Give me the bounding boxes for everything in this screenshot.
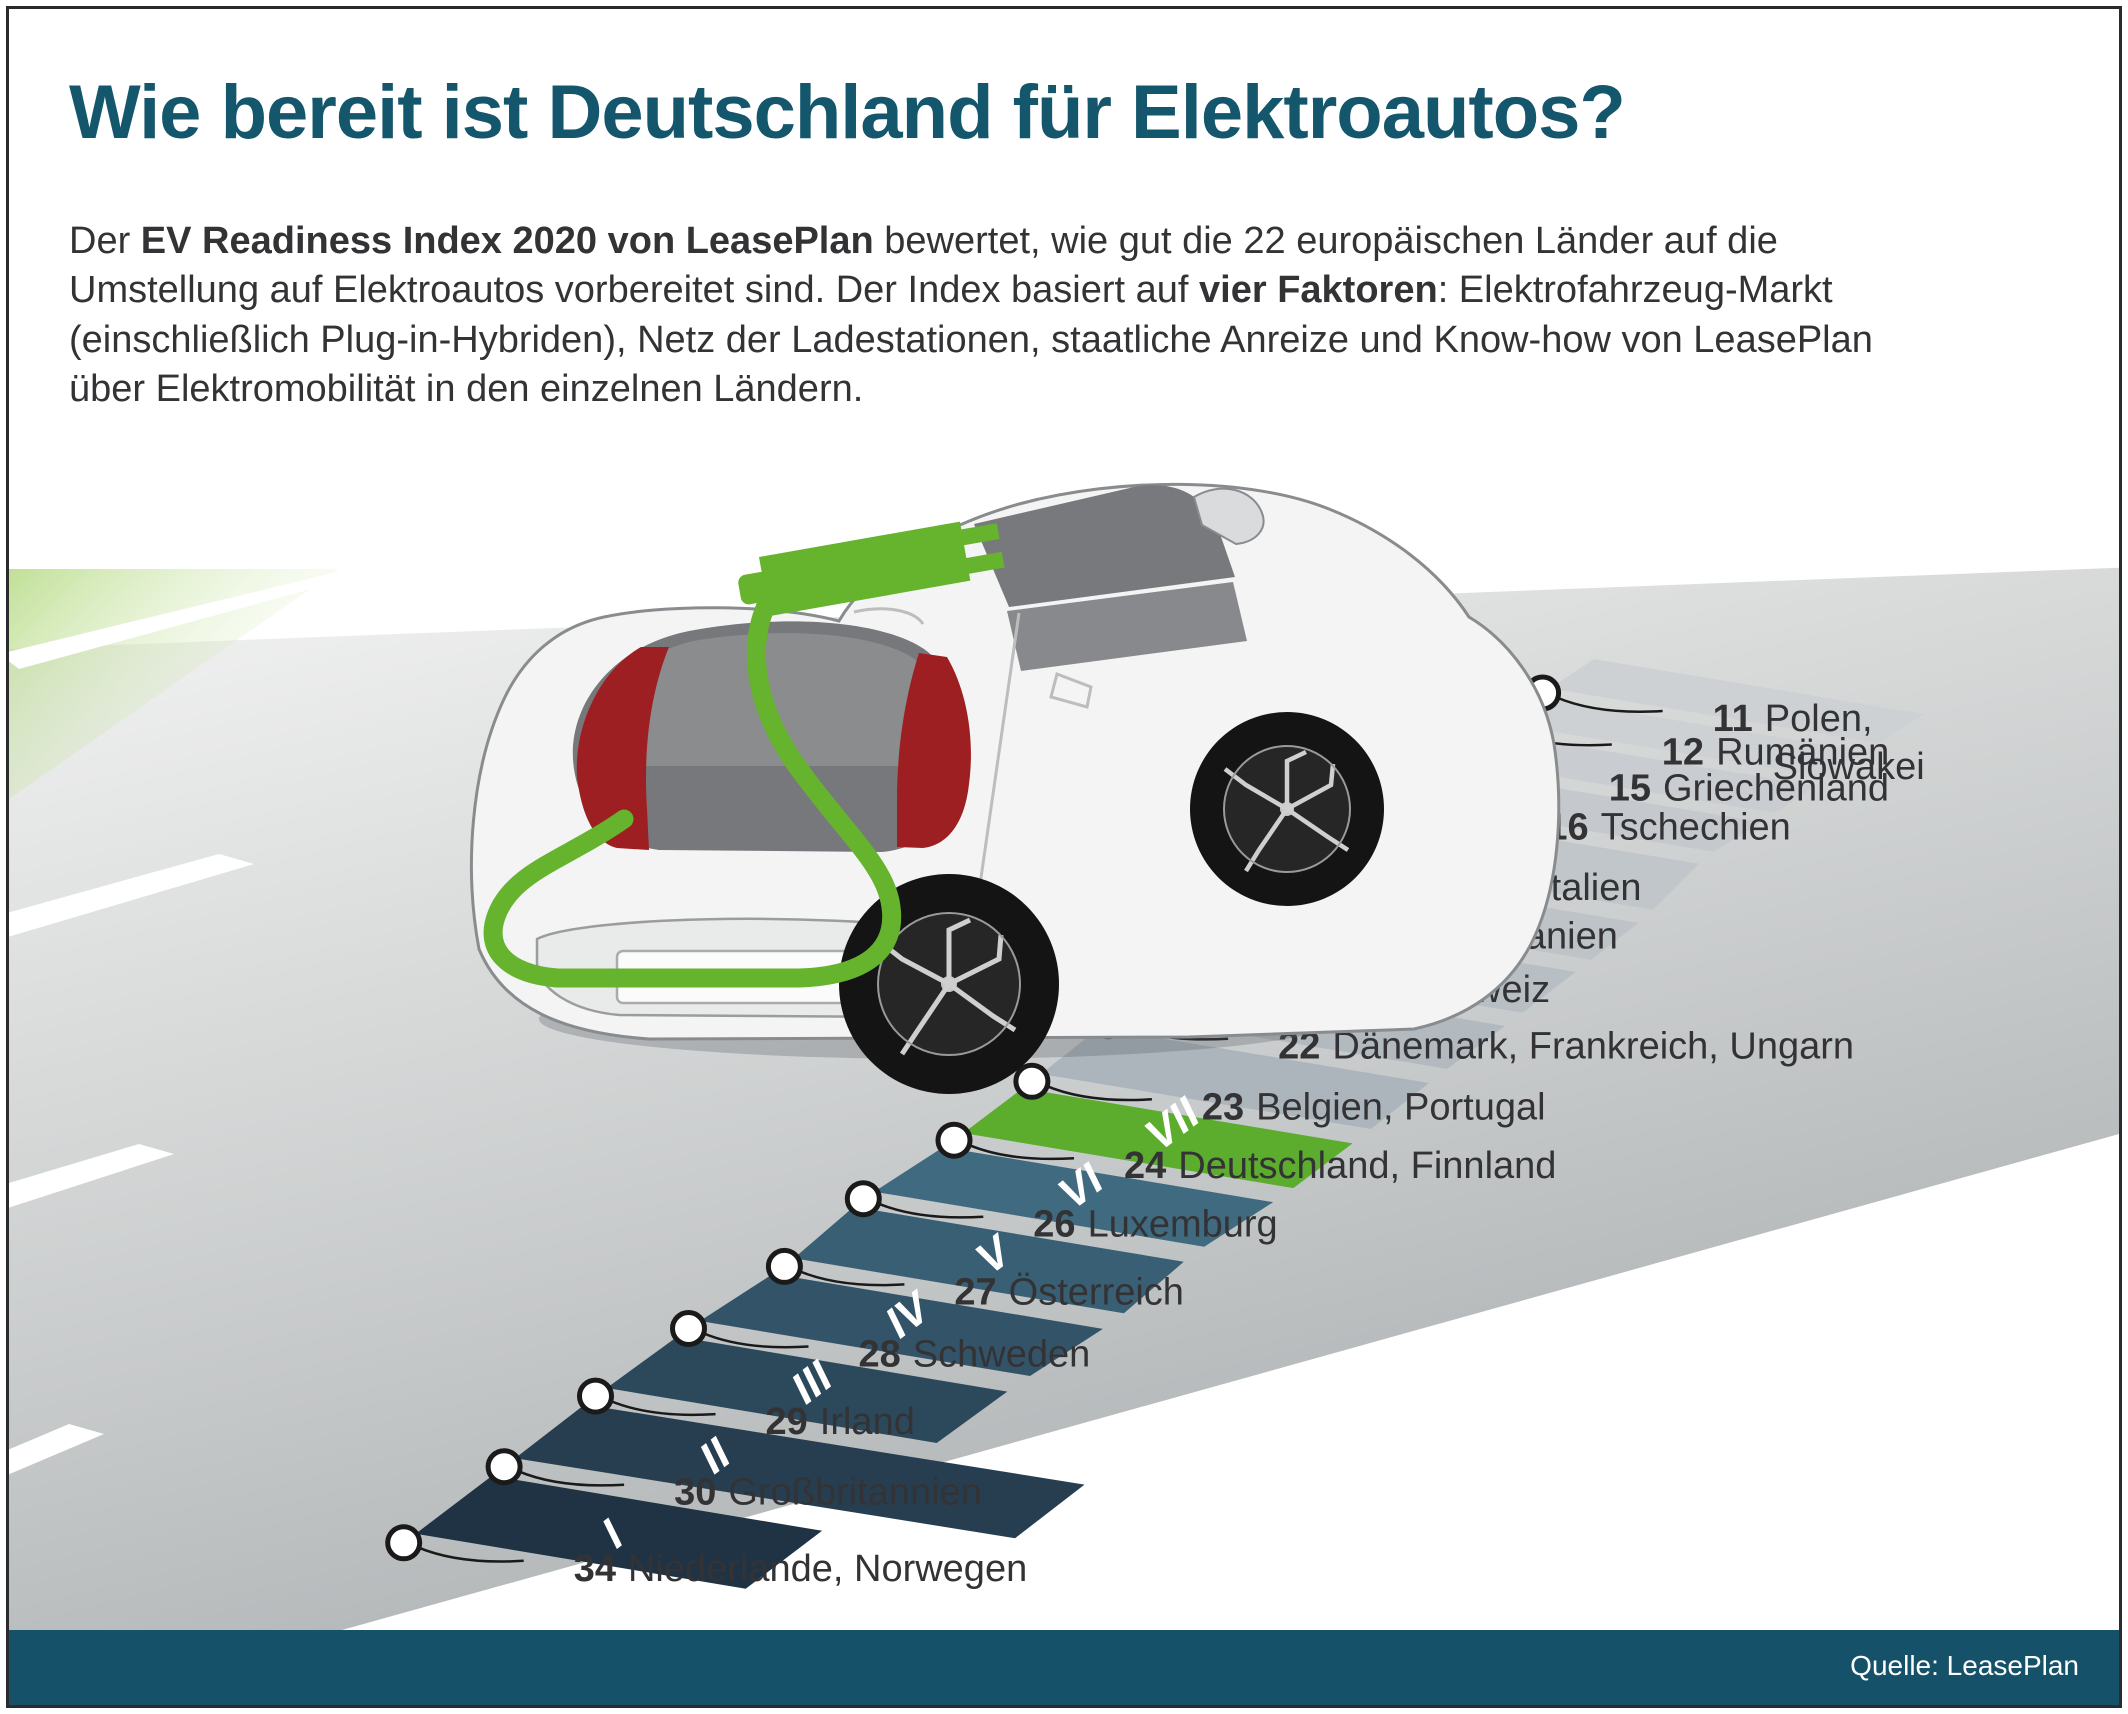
svg-text:16Tschechien: 16 Tschechien xyxy=(1546,807,1790,849)
svg-text:28Schweden: 28 Schweden xyxy=(859,1334,1091,1376)
svg-text:27Österreich: 27 Österreich xyxy=(954,1271,1184,1313)
svg-text:24Deutschland, Finnland: 24 Deutschland, Finnland xyxy=(1124,1145,1556,1187)
svg-text:26Luxemburg: 26 Luxemburg xyxy=(1033,1204,1277,1246)
svg-text:29Irland: 29 Irland xyxy=(766,1401,915,1443)
svg-text:34Niederlande, Norwegen: 34 Niederlande, Norwegen xyxy=(574,1548,1028,1590)
svg-text:15Griechenland: 15 Griechenland xyxy=(1609,767,1889,809)
